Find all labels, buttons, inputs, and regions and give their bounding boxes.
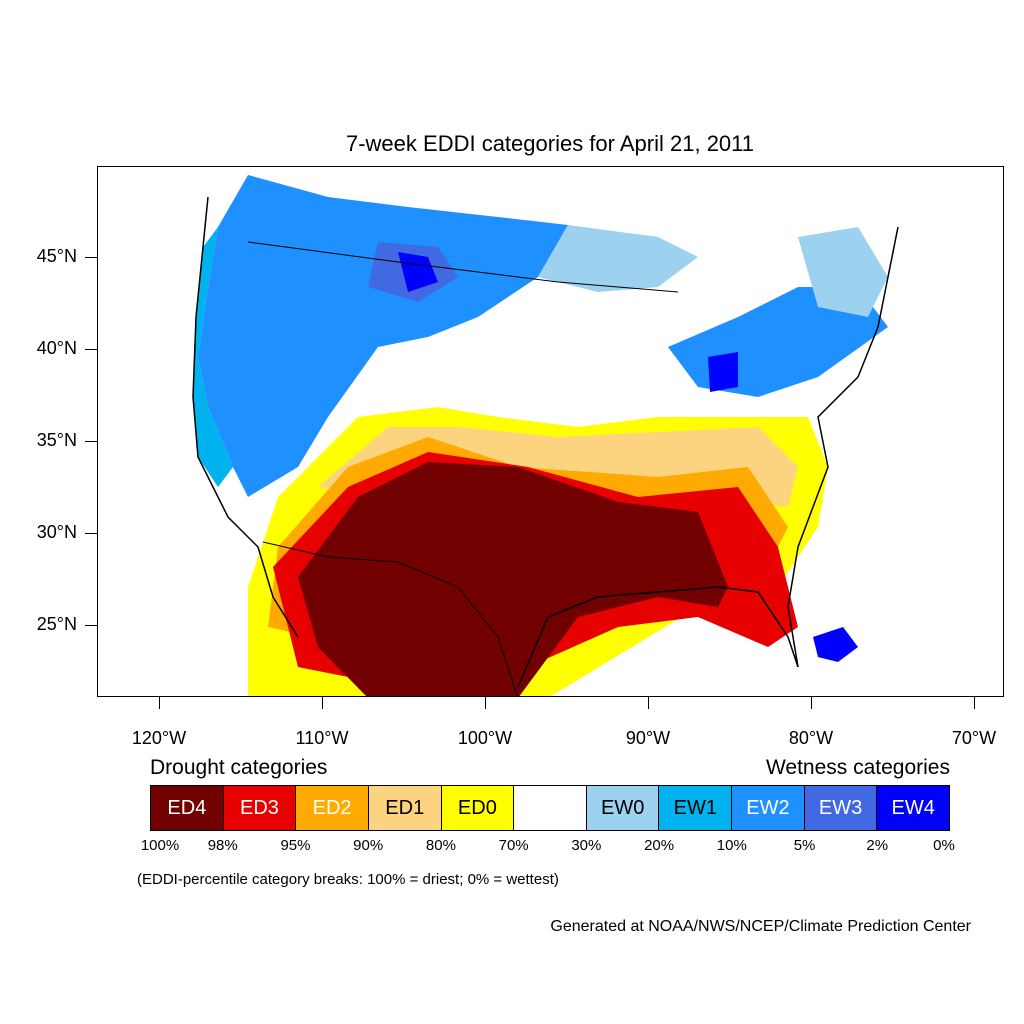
- legend-break-label: 20%: [644, 837, 675, 854]
- border-canada: [247, 241, 679, 293]
- lon-tick: [648, 697, 649, 709]
- lon-label-90: 90°W: [625, 728, 671, 748]
- legend-box-ed4: ED4: [151, 786, 224, 830]
- lon-label-70: 70°W: [951, 728, 997, 748]
- legend-box-ed2: ED2: [296, 786, 369, 830]
- legend-box-ew1: EW1: [659, 786, 733, 830]
- lat-label-30: 30°N: [36, 522, 77, 542]
- legend-break-label: 95%: [280, 837, 311, 854]
- wet-region-caribbean: [813, 627, 858, 662]
- lat-tick: [85, 349, 97, 350]
- wet-region-northeast: [798, 227, 888, 317]
- legend-break-label: 10%: [716, 837, 747, 854]
- legend-break-label: 70%: [498, 837, 529, 854]
- map-title: 7-week EDDI categories for April 21, 201…: [345, 131, 755, 156]
- lon-tick: [159, 697, 160, 709]
- lon-label-100: 100°W: [457, 728, 513, 748]
- lon-tick: [974, 697, 975, 709]
- eddi-map: [192, 175, 899, 696]
- legend-box-ed0: ED0: [441, 786, 515, 830]
- legend-box-ew2: EW2: [732, 786, 805, 830]
- lon-label-120: 120°W: [131, 728, 187, 748]
- lat-tick: [85, 441, 97, 442]
- wet-region-deep-2: [398, 252, 438, 292]
- legend-break-label: 5%: [793, 837, 816, 854]
- legend-colorbar: ED4 ED3 ED2 ED1 ED0 EW0 EW1 EW2 EW3 EW4: [150, 785, 950, 831]
- legend-break-label: 90%: [353, 837, 384, 854]
- lat-tick: [85, 257, 97, 258]
- lat-label-25: 25°N: [36, 614, 77, 634]
- lat-label-40: 40°N: [36, 338, 77, 358]
- lon-tick: [811, 697, 812, 709]
- drought-heading: Drought categories: [150, 756, 328, 779]
- legend-box-ed3: ED3: [223, 786, 297, 830]
- legend-box-normal: [514, 786, 587, 830]
- lat-label-35: 35°N: [36, 430, 77, 450]
- coastline: [192, 196, 299, 638]
- legend-break-label: 80%: [425, 837, 456, 854]
- wet-region-plains: [538, 225, 698, 292]
- credit-line: Generated at NOAA/NWS/NCEP/Climate Predi…: [550, 918, 971, 935]
- legend-break-label: 98%: [207, 837, 238, 854]
- wetness-heading: Wetness categories: [765, 756, 950, 779]
- atlantic-coast: [787, 226, 899, 668]
- lon-label-110: 110°W: [295, 728, 349, 748]
- legend-box-ed1: ED1: [368, 786, 442, 830]
- legend-break-label: 2%: [866, 837, 889, 854]
- lon-tick: [485, 697, 486, 709]
- lat-tick: [85, 533, 97, 534]
- drought-ed4: [298, 462, 728, 696]
- lon-label-80: 80°W: [788, 728, 834, 748]
- legend-break-label: 0%: [933, 837, 955, 854]
- legend-box-ew3: EW3: [804, 786, 878, 830]
- wet-region-greatlakes-deep: [708, 352, 738, 392]
- legend-box-ew0: EW0: [586, 786, 660, 830]
- wet-region-pacific-edge: [193, 227, 233, 487]
- lon-tick: [322, 697, 323, 709]
- wet-region-west: [198, 175, 568, 497]
- legend-box-ew4: EW4: [877, 786, 950, 830]
- border-mexico: [262, 541, 518, 696]
- map-panel: [97, 166, 1004, 697]
- legend-break-label: 100%: [140, 837, 180, 854]
- legend-break-label: 30%: [571, 837, 602, 854]
- lat-tick: [85, 625, 97, 626]
- lat-label-45: 45°N: [36, 246, 77, 266]
- gulf-coast: [517, 586, 799, 688]
- category-note: (EDDI-percentile category breaks: 100% =…: [137, 871, 559, 888]
